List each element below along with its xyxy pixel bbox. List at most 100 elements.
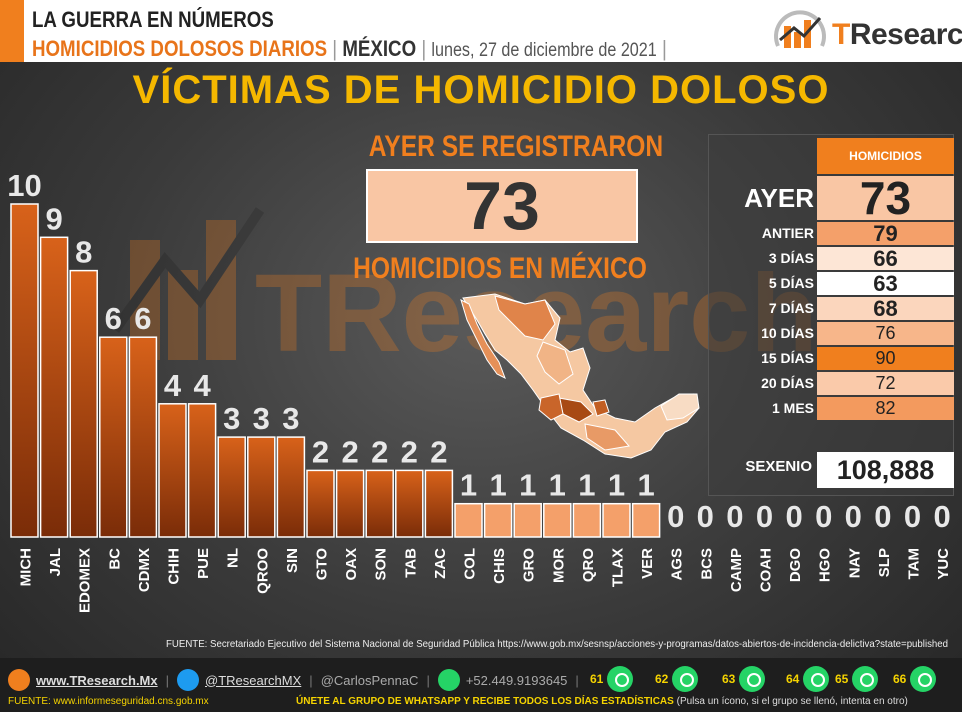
- footer-separator: |: [426, 672, 430, 688]
- category-label: QROO: [254, 548, 271, 594]
- map-region-edomex: [592, 399, 610, 417]
- whatsapp-group-62[interactable]: 62: [655, 666, 699, 692]
- bar-value-label: 8: [75, 235, 92, 270]
- category-label: SLP: [876, 548, 893, 577]
- category-label: TAM: [906, 548, 923, 579]
- bar-value-label: 0: [785, 499, 802, 534]
- category-label: TLAX: [610, 548, 627, 587]
- whatsapp-group-number: 61: [590, 672, 604, 686]
- bar-value-label: 9: [45, 201, 62, 236]
- bar-value-label: 3: [223, 401, 240, 436]
- whatsapp-group-66[interactable]: 66: [893, 666, 937, 692]
- whatsapp-icon[interactable]: [852, 666, 879, 692]
- category-label: BCS: [698, 548, 715, 580]
- bar-value-label: 0: [815, 499, 832, 534]
- bar-value-label: 0: [697, 499, 714, 534]
- category-label: CHIH: [166, 548, 183, 585]
- bar: [69, 269, 98, 538]
- table-row-value: 72: [817, 372, 954, 395]
- bar: [99, 336, 128, 538]
- bar-value-label: 3: [282, 401, 299, 436]
- bar-value-label: 2: [341, 434, 358, 469]
- whatsapp-icon[interactable]: [803, 666, 830, 692]
- header-date: lunes, 27 de diciembre de 2021: [431, 40, 657, 61]
- bar: [276, 436, 306, 538]
- header-accent-stripe: [0, 0, 24, 62]
- whatsapp-icon[interactable]: [739, 666, 766, 692]
- header-country: MÉXICO: [342, 36, 417, 61]
- brand-name: TResearch: [832, 18, 962, 52]
- table-row-value: 68: [817, 297, 954, 320]
- bar: [631, 502, 661, 538]
- bar-value-label: 0: [756, 499, 773, 534]
- bar-value-label: 3: [253, 401, 270, 436]
- category-label: GRO: [521, 548, 538, 583]
- whatsapp-group-number: 64: [786, 672, 800, 686]
- footer-contacts: www.TResearch.Mx | @TResearchMX | @Carlo…: [8, 668, 587, 692]
- bar: [217, 436, 246, 538]
- footer-separator: |: [309, 672, 313, 688]
- whatsapp-group-61[interactable]: 61: [590, 666, 634, 692]
- bar-value-label: 2: [371, 434, 388, 469]
- table-row: 20 DÍAS 72: [708, 372, 954, 395]
- header-title: LA GUERRA EN NÚMEROS: [32, 7, 274, 32]
- whatsapp-icon[interactable]: [672, 666, 699, 692]
- category-label: BC: [106, 548, 123, 570]
- whatsapp-icon[interactable]: [910, 666, 937, 692]
- table-row-label: 10 DÍAS: [761, 325, 814, 341]
- bar: [572, 502, 602, 538]
- category-label: YUC: [935, 548, 952, 580]
- category-label: TAB: [402, 548, 419, 578]
- map-region-jalisco: [538, 393, 564, 421]
- bar: [513, 502, 542, 538]
- category-label: OAX: [343, 548, 360, 581]
- brand-name-initial: T: [832, 18, 850, 51]
- bar-value-label: 0: [667, 499, 684, 534]
- footer-source[interactable]: FUENTE: www.informeseguridad.cns.gob.mx: [8, 696, 209, 707]
- bar-value-label: 2: [401, 434, 418, 469]
- bar-value-label: 1: [519, 468, 536, 503]
- bar-value-label: 4: [164, 368, 182, 403]
- bar: [335, 469, 365, 538]
- category-label: GTO: [314, 548, 331, 581]
- main-title: VÍCTIMAS DE HOMICIDIO DOLOSO: [132, 68, 830, 112]
- whatsapp-group-63[interactable]: 63: [722, 666, 766, 692]
- category-label: CAMP: [728, 548, 745, 592]
- table-row-label: 3 DÍAS: [768, 250, 814, 266]
- table-row-label: AYER: [744, 183, 814, 213]
- whatsapp-icon[interactable]: [607, 666, 634, 692]
- tresearch-logo[interactable]: TResearch: [770, 6, 962, 58]
- table-row: 1 MES 82: [708, 397, 954, 420]
- category-label: SON: [373, 548, 390, 581]
- website-link[interactable]: www.TResearch.Mx: [36, 672, 158, 688]
- category-label: PUE: [195, 548, 212, 579]
- twitter-link[interactable]: @TResearchMX: [205, 672, 302, 688]
- map-region-south: [584, 423, 630, 451]
- phone-number[interactable]: +52.449.9193645: [465, 672, 568, 688]
- category-label: DGO: [787, 548, 804, 583]
- whatsapp-join-note: (Pulsa un ícono, si el grupo se llenó, i…: [676, 696, 908, 707]
- table-row-label: 20 DÍAS: [761, 375, 814, 391]
- bar: [10, 203, 39, 538]
- yesterday-value: 73: [366, 169, 638, 243]
- category-label: QRO: [580, 548, 597, 583]
- whatsapp-group-64[interactable]: 64: [786, 666, 830, 692]
- category-label: SIN: [284, 548, 301, 573]
- table-row-label: 1 MES: [771, 400, 814, 416]
- bar: [247, 436, 276, 538]
- whatsapp-group-65[interactable]: 65: [835, 666, 879, 692]
- yesterday-label: AYER SE REGISTRARON: [368, 130, 664, 163]
- bar-value-label: 4: [193, 368, 211, 403]
- table-row: 3 DÍAS 66: [708, 247, 954, 270]
- twitter-handle-2[interactable]: @CarlosPennaC: [320, 672, 419, 688]
- bar: [306, 469, 335, 538]
- bar: [602, 502, 631, 538]
- whatsapp-join-label: ÚNETE AL GRUPO DE WHATSAPP Y RECIBE TODO…: [296, 696, 674, 707]
- bar-value-label: 1: [460, 468, 477, 503]
- map-region-yucatan: [660, 393, 700, 421]
- bar: [454, 502, 483, 538]
- phone-icon: [437, 669, 460, 691]
- table-row-value: 63: [817, 272, 954, 295]
- bar-value-label: 0: [726, 499, 743, 534]
